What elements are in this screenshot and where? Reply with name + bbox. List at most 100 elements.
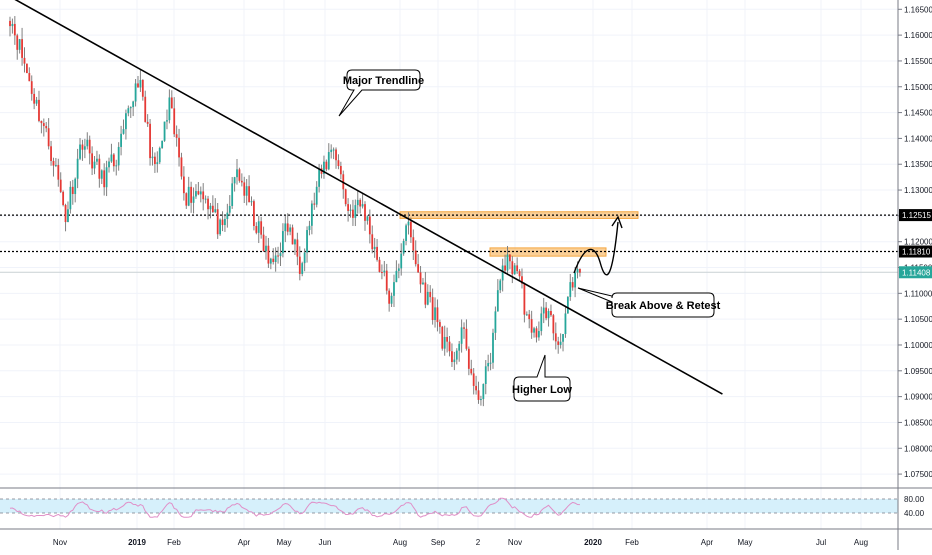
candle-up (86, 139, 89, 147)
candle-up (525, 314, 528, 316)
candle-up (489, 362, 492, 364)
candle-down (248, 186, 250, 203)
candle-down (30, 81, 33, 94)
candle-down (38, 99, 40, 121)
candle-up (245, 186, 248, 196)
candle-down (23, 57, 26, 64)
candle-up (361, 204, 364, 207)
callout-major-trendline[interactable]: Major Trendline (338, 69, 424, 117)
candle-up (139, 79, 142, 88)
candle-up (281, 231, 284, 254)
candle-down (91, 153, 94, 169)
candle-down (81, 144, 84, 150)
candle-down (253, 201, 255, 227)
level-badge: 1.11810 (902, 248, 931, 257)
candle-up (228, 205, 231, 213)
candle-up (115, 165, 118, 167)
candle-up (129, 107, 132, 109)
candle-up (163, 121, 166, 141)
candle-down (470, 368, 473, 374)
candle-up (161, 140, 164, 149)
candle-up (373, 246, 376, 250)
candle-up (366, 216, 369, 221)
candle-down (57, 164, 60, 180)
candle-down (571, 282, 574, 288)
candle-up (318, 168, 321, 187)
price-tick-label: 1.07500 (904, 470, 932, 479)
candle-down (381, 271, 383, 273)
candle-down (511, 261, 514, 275)
candle-down (277, 255, 279, 257)
candle-up (192, 196, 195, 203)
candle-down (26, 63, 28, 74)
level-badge-bg (899, 245, 932, 258)
price-tick-label: 1.14500 (904, 109, 932, 118)
candle-up (303, 252, 306, 264)
candle-up (156, 162, 159, 165)
resistance-zone (399, 211, 639, 219)
price-tick-label: 1.11000 (904, 289, 932, 298)
candle-up (533, 328, 535, 333)
callout-break-retest[interactable]: Break Above & Retest (577, 287, 721, 318)
price-tick-label: 1.08500 (904, 418, 932, 427)
candle-down (352, 209, 354, 218)
candle-down (509, 254, 511, 262)
candle-down (412, 237, 415, 251)
annotation-major-trendline: Major Trendline (343, 75, 424, 87)
candle-down (530, 319, 533, 333)
time-axis: Nov 2019 Feb Apr May Jun Aug Sep 2 Nov 2020 Feb Apr M… (0, 528, 932, 547)
candle-up (110, 154, 113, 162)
candle-down (291, 227, 294, 245)
candle-up (187, 186, 190, 206)
candle-up (484, 366, 487, 385)
candle-down (344, 189, 347, 205)
candle-down (88, 139, 91, 154)
candle-up (308, 225, 311, 231)
candle-down (552, 315, 555, 334)
price-tick-label: 1.09500 (904, 367, 932, 376)
candle-up (330, 149, 333, 153)
candle-up (284, 223, 287, 232)
candle-down (216, 209, 219, 235)
candle-down (9, 20, 11, 27)
candle-down (221, 219, 224, 226)
candle-up (434, 307, 436, 321)
candle-up (310, 203, 313, 226)
candle-up (496, 290, 499, 312)
candles (9, 16, 581, 407)
candle-down (202, 191, 205, 200)
candle-up (559, 341, 562, 345)
candle-down (550, 311, 552, 316)
candle-down (545, 307, 548, 319)
candle-down (371, 234, 374, 250)
candle-down (185, 193, 188, 206)
candle-up (547, 311, 550, 319)
candle-down (42, 123, 45, 127)
candle-up (349, 209, 352, 211)
price-tick-label: 1.16000 (904, 31, 932, 40)
candle-up (487, 363, 490, 367)
candle-up (93, 161, 96, 169)
candle-down (472, 373, 475, 386)
candle-down (477, 390, 480, 400)
candle-up (315, 186, 318, 205)
annotation-higher-low: Higher Low (512, 384, 572, 396)
candle-down (240, 180, 243, 183)
callout-higher-low[interactable]: Higher Low (512, 354, 572, 402)
candle-up (426, 291, 429, 305)
candle-down (272, 258, 275, 263)
candle-down (448, 341, 451, 352)
candle-down (16, 35, 19, 50)
candle-down (173, 108, 176, 135)
candle-up (542, 307, 545, 314)
candle-down (137, 83, 139, 88)
candle-down (149, 123, 151, 159)
candle-down (59, 179, 62, 192)
candle-down (190, 186, 193, 203)
candle-up (76, 158, 79, 179)
candle-up (132, 101, 135, 108)
candle-down (112, 154, 115, 167)
candle-down (178, 137, 180, 158)
candle-down (579, 268, 581, 273)
